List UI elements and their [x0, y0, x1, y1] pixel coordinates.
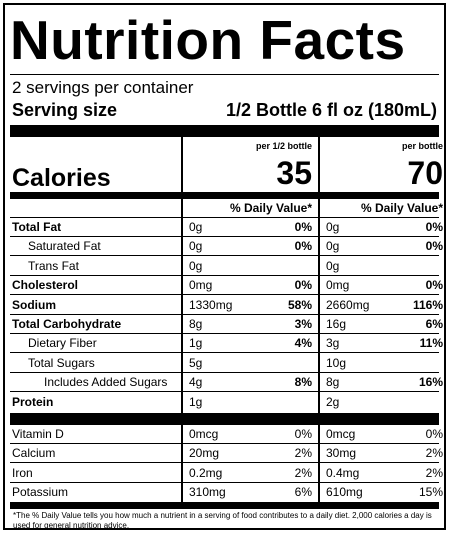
nutrient-daily-value: 8%	[294, 375, 312, 390]
nutrient-name: Iron	[12, 465, 33, 480]
nutrient-daily-value: 2%	[425, 446, 443, 461]
nutrient-name: Dietary Fiber	[28, 336, 97, 351]
title-divider	[10, 74, 439, 75]
dv-header-divider	[10, 217, 439, 218]
nutrient-row: Total Sugars 5g 10g	[10, 354, 439, 373]
nutrient-daily-value: 0%	[294, 427, 312, 441]
nutrient-name: Cholesterol	[12, 278, 79, 293]
nutrient-amount: 0mcg	[189, 427, 219, 441]
nutrient-name: Saturated Fat	[28, 239, 101, 254]
nutrient-amount: 4g	[189, 375, 203, 390]
nutrient-name: Trans Fat	[28, 258, 79, 273]
nutrient-amount: 3g	[326, 336, 340, 351]
nutrient-row: Total Fat 0g 0% 0g 0%	[10, 218, 443, 237]
nutrient-daily-value: 11%	[419, 336, 443, 351]
label-title: Nutrition Facts	[10, 9, 406, 71]
nutrient-name: Total Fat	[12, 220, 62, 234]
nutrient-daily-value: 0%	[294, 239, 312, 254]
nutrient-daily-value: 6%	[294, 485, 312, 500]
calories-half: 35	[276, 155, 312, 191]
column-divider-2	[318, 137, 320, 503]
nutrient-row: Trans Fat 0g 0g	[10, 257, 439, 276]
nutrient-amount: 0mg	[326, 278, 350, 293]
nutrient-amount: 0g	[326, 258, 340, 273]
nutrient-row: Total Carbohydrate 8g 3% 16g 6%	[10, 315, 443, 334]
nutrient-daily-value: 2%	[425, 465, 443, 480]
nutrient-name: Vitamin D	[12, 427, 64, 441]
nutrient-daily-value: 0%	[425, 220, 443, 234]
nutrient-row: Saturated Fat 0g 0% 0g 0%	[10, 237, 443, 257]
nutrient-name: Potassium	[12, 485, 69, 500]
nutrient-daily-value: 4%	[294, 336, 312, 351]
dv-header-half: % Daily Value*	[229, 201, 312, 215]
nutrient-amount: 0g	[189, 258, 203, 273]
nutrient-amount: 0mg	[189, 278, 213, 293]
nutrient-daily-value: 0%	[425, 278, 443, 293]
nutrient-row: Dietary Fiber 1g 4% 3g 11%	[10, 334, 443, 354]
nutrient-amount: 2g	[326, 394, 340, 409]
nutrient-amount: 8g	[189, 317, 203, 331]
nutrient-amount: 0.4mg	[326, 465, 360, 480]
nutrient-row: Protein 1g 2g	[10, 393, 439, 412]
serving-divider	[10, 125, 439, 137]
nutrient-amount: 0g	[326, 220, 340, 234]
nutrient-amount: 0g	[326, 239, 340, 254]
nutrient-row: Cholesterol 0mg 0% 0mg 0%	[10, 276, 443, 296]
nutrient-daily-value: 2%	[294, 465, 312, 480]
dv-header-full: % Daily Value*	[360, 201, 443, 215]
nutrient-amount: 2660mg	[326, 297, 370, 312]
nutrient-daily-value: 3%	[294, 317, 312, 331]
micronutrient-row: Potassium 310mg 6% 610mg 15%	[10, 483, 443, 502]
footnote-divider	[10, 502, 439, 509]
column-header-full: per bottle	[401, 141, 443, 151]
macro-divider	[10, 413, 439, 425]
serving-size-label: Serving size	[12, 100, 118, 120]
nutrition-facts-label: Nutrition Facts 2 servings per container…	[3, 3, 446, 530]
nutrient-amount: 1g	[189, 336, 203, 351]
nutrient-daily-value: 0%	[294, 220, 312, 234]
nutrient-name: Sodium	[12, 297, 56, 312]
nutrient-daily-value: 2%	[294, 446, 312, 461]
nutrient-name: Includes Added Sugars	[44, 375, 168, 390]
nutrient-daily-value: 58%	[287, 297, 312, 312]
nutrient-amount: 20mg	[189, 446, 220, 461]
nutrient-daily-value: 6%	[425, 317, 443, 331]
nutrient-daily-value: 0%	[294, 278, 312, 293]
footnote: *The % Daily Value tells you how much a …	[13, 511, 432, 530]
micronutrient-row: Iron 0.2mg 2% 0.4mg 2%	[10, 464, 443, 483]
nutrient-daily-value: 0%	[425, 427, 443, 441]
nutrient-amount: 1g	[189, 394, 203, 409]
column-header-half: per 1/2 bottle	[255, 141, 312, 151]
micronutrient-row: Calcium 20mg 2% 30mg 2%	[10, 444, 443, 464]
nutrient-name: Protein	[12, 394, 54, 409]
nutrient-amount: 1330mg	[189, 297, 233, 312]
nutrient-amount: 5g	[189, 355, 203, 370]
nutrient-amount: 0g	[189, 239, 203, 254]
nutrient-amount: 0mcg	[326, 427, 356, 441]
calories-label: Calories	[12, 164, 111, 192]
nutrient-name: Calcium	[12, 446, 56, 461]
nutrient-row: Sodium 1330mg 58% 2660mg 116%	[10, 296, 443, 315]
servings-per-container: 2 servings per container	[12, 78, 194, 97]
nutrient-daily-value: 0%	[425, 239, 443, 254]
nutrient-daily-value: 16%	[418, 375, 443, 390]
nutrient-amount: 16g	[326, 317, 347, 331]
nutrient-amount: 30mg	[326, 446, 357, 461]
column-divider-1	[181, 137, 183, 503]
micronutrient-row: Vitamin D 0mcg 0% 0mcg 0%	[10, 425, 443, 444]
nutrient-amount: 0g	[189, 220, 203, 234]
nutrient-amount: 10g	[326, 355, 347, 370]
nutrient-name: Total Carbohydrate	[12, 317, 122, 331]
nutrient-daily-value: 116%	[412, 297, 443, 312]
nutrient-daily-value: 15%	[418, 485, 443, 500]
nutrient-amount: 8g	[326, 375, 340, 390]
calories-full: 70	[407, 155, 443, 191]
nutrient-amount: 610mg	[326, 485, 363, 500]
nutrient-amount: 310mg	[189, 485, 226, 500]
serving-size-value: 1/2 Bottle 6 fl oz (180mL)	[225, 100, 437, 120]
nutrient-amount: 0.2mg	[189, 465, 223, 480]
nutrient-name: Total Sugars	[28, 355, 95, 370]
calories-divider	[10, 192, 439, 199]
nutrient-row: Includes Added Sugars 4g 8% 8g 16%	[10, 373, 443, 393]
